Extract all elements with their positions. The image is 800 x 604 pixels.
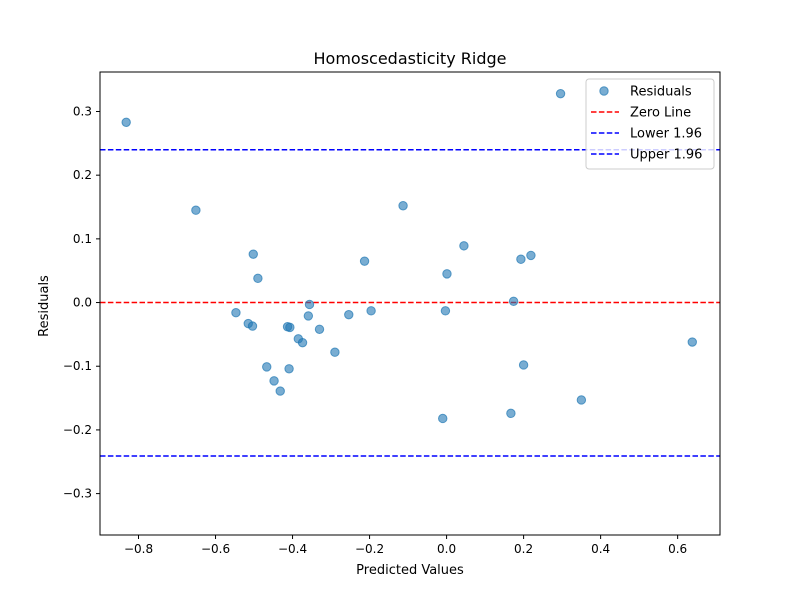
scatter-point — [508, 296, 519, 306]
y-tick-label: 0.2 — [73, 168, 92, 182]
scatter-point — [438, 413, 448, 424]
scatter-point — [459, 241, 469, 251]
x-tick-label: 0.6 — [668, 542, 687, 556]
scatter-point — [253, 273, 263, 284]
scatter-point — [284, 364, 294, 374]
legend-label: Upper 1.96 — [630, 148, 702, 163]
y-axis-label: Residuals — [37, 275, 52, 337]
scatter-point — [269, 376, 279, 386]
scatter-point — [314, 324, 325, 334]
x-tick-label: 0.0 — [437, 542, 456, 556]
legend-label: Zero Line — [630, 106, 691, 121]
x-tick-label: −0.6 — [201, 542, 230, 556]
scatter-point — [506, 408, 516, 419]
scatter-point — [687, 337, 697, 347]
y-tick-label: 0.1 — [73, 232, 92, 246]
legend-frame — [585, 78, 715, 170]
y-tick-label: −0.1 — [63, 359, 92, 373]
scatter-point — [442, 269, 452, 279]
scatter-point — [303, 311, 314, 321]
scatter-point — [275, 386, 285, 396]
scatter-point — [191, 205, 201, 215]
scatter-point — [526, 250, 536, 261]
y-tick-label: 0.3 — [73, 104, 92, 118]
scatter-point — [398, 201, 408, 211]
scatter-point — [285, 322, 295, 333]
x-tick-label: −0.2 — [355, 542, 384, 556]
scatter-point — [248, 249, 258, 259]
legend: Residuals Zero Line Lower 1.96 Upper 1.96 — [585, 78, 715, 170]
scatter-point — [440, 306, 451, 316]
x-tick-label: 0.2 — [514, 542, 533, 556]
scatter-point — [121, 117, 131, 128]
x-tick-label: −0.8 — [124, 542, 153, 556]
x-tick-label: 0.4 — [591, 542, 610, 556]
scatter-point — [555, 88, 566, 99]
legend-marker — [599, 86, 609, 96]
scatter-point — [231, 308, 241, 318]
plot-area: −0.8 −0.6 −0.4 −0.2 0.0 0.2 0.4 0.6 −0.3 −0.2 −0.1… — [63, 71, 721, 556]
axes-frame — [99, 71, 721, 536]
chart-title: Homoscedasticity Ridge — [314, 49, 507, 68]
y-tick-label: 0.0 — [73, 296, 92, 310]
y-tick-label: −0.3 — [63, 487, 92, 501]
scatter-point — [366, 306, 376, 316]
scatter-point — [262, 362, 272, 372]
scatter-point — [330, 347, 340, 357]
scatter-point — [304, 299, 315, 310]
scatter-point — [344, 309, 354, 320]
legend-label: Lower 1.96 — [630, 127, 702, 142]
legend-label: Residuals — [630, 85, 692, 100]
scatter-point — [359, 256, 370, 266]
scatter-point — [297, 337, 308, 348]
x-tick-label: −0.4 — [278, 542, 307, 556]
scatter-point — [576, 395, 587, 405]
scatter-point — [516, 254, 526, 264]
x-axis-label: Predicted Values — [356, 563, 464, 578]
y-tick-label: −0.2 — [63, 423, 92, 437]
scatter-point — [247, 321, 258, 331]
scatter-point — [518, 360, 529, 370]
